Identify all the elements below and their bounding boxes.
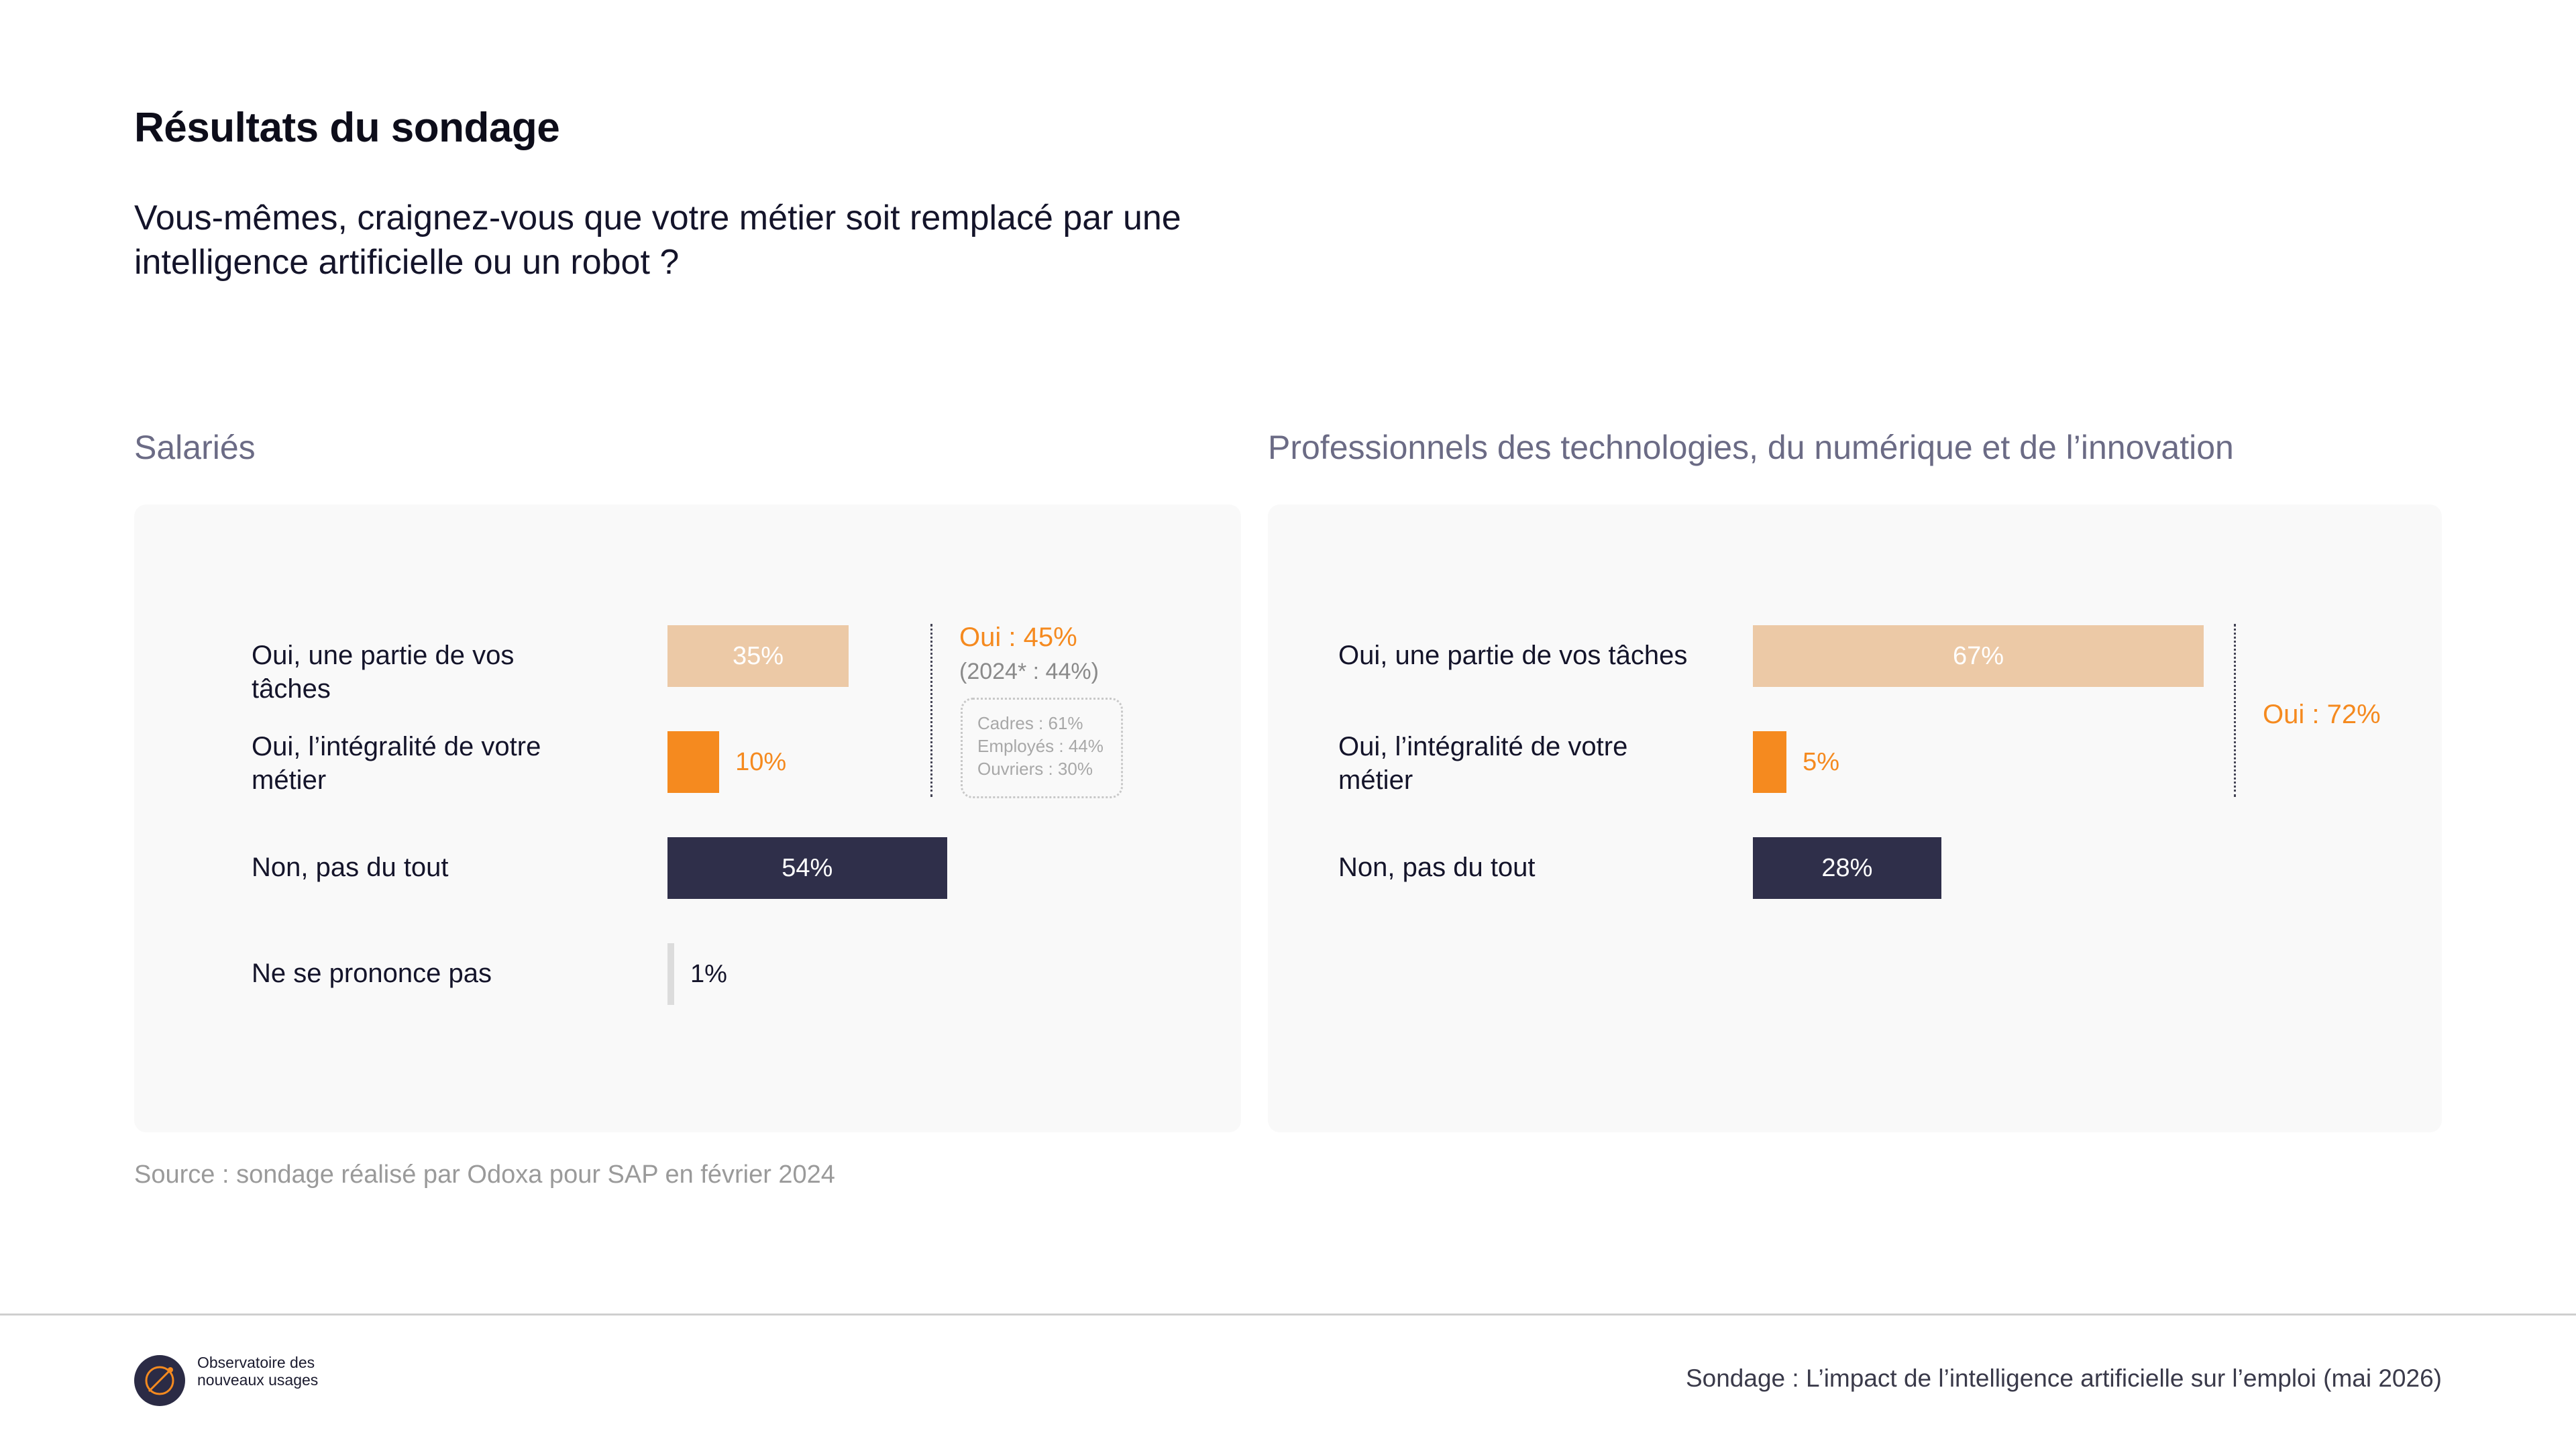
category-label: Oui, l’intégralité de votre métier: [252, 732, 541, 795]
panel-title-salaries: Salariés: [134, 429, 256, 466]
bar-value-label: 1%: [690, 960, 727, 988]
page-title: Résultats du sondage: [134, 105, 560, 151]
footer-divider: [0, 1313, 2576, 1316]
bar-value-label: 54%: [782, 854, 833, 882]
category-label: Non, pas du tout: [252, 853, 449, 882]
logo-text: Observatoire des nouveaux usages: [197, 1354, 319, 1389]
bar: [667, 837, 947, 899]
category-label: Ne se prononce pas: [252, 959, 492, 988]
footer-report-title: Sondage : L’impact de l’intelligence art…: [1685, 1364, 2442, 1392]
bar-value-label: 67%: [1952, 642, 2004, 670]
panel-title-professionnels: Professionnels des technologies, du numé…: [1268, 429, 2234, 466]
bar-value-label: 28%: [1821, 854, 1873, 882]
oui-total-label: Oui : 45%: [959, 623, 1077, 652]
category-label: Oui, une partie de vos tâches: [1338, 641, 1688, 670]
bar: [1753, 731, 1787, 793]
oui-bracket-line: [930, 624, 932, 797]
detail-cadres: Cadres : 61%: [977, 713, 1083, 733]
detail-ouvriers: Ouvriers : 30%: [977, 759, 1093, 779]
logo-icon: [134, 1355, 185, 1406]
survey-question: Vous-mêmes, craignez-vous que votre méti…: [134, 199, 1181, 282]
chart-panel-salaries: [134, 504, 1241, 1132]
oui-details-box: Cadres : 61% Employés : 44% Ouvriers : 3…: [961, 698, 1123, 798]
detail-employes: Employés : 44%: [977, 736, 1104, 756]
bar: [667, 625, 849, 687]
bar-value-label: 10%: [735, 748, 787, 776]
chart-panel-professionnels: [1268, 504, 2442, 1132]
bar: [667, 731, 720, 793]
bar: [667, 943, 674, 1005]
source-note: Source : sondage réalisé par Odoxa pour …: [134, 1161, 835, 1189]
bar: [1753, 625, 2204, 687]
category-label: Oui, l’intégralité de votre métier: [1338, 732, 1628, 795]
category-label: Non, pas du tout: [1338, 853, 1536, 882]
oui-2024-label: (2024* : 44%): [959, 659, 1099, 684]
category-label: Oui, une partie de vos tâches: [252, 641, 515, 704]
oui-total-label-pro: Oui : 72%: [2263, 700, 2381, 729]
bar-value-label: 35%: [732, 642, 784, 670]
bar-value-label: 5%: [1803, 748, 1840, 776]
bar: [1753, 837, 1941, 899]
oui-bracket-line-pro: [2234, 624, 2236, 797]
